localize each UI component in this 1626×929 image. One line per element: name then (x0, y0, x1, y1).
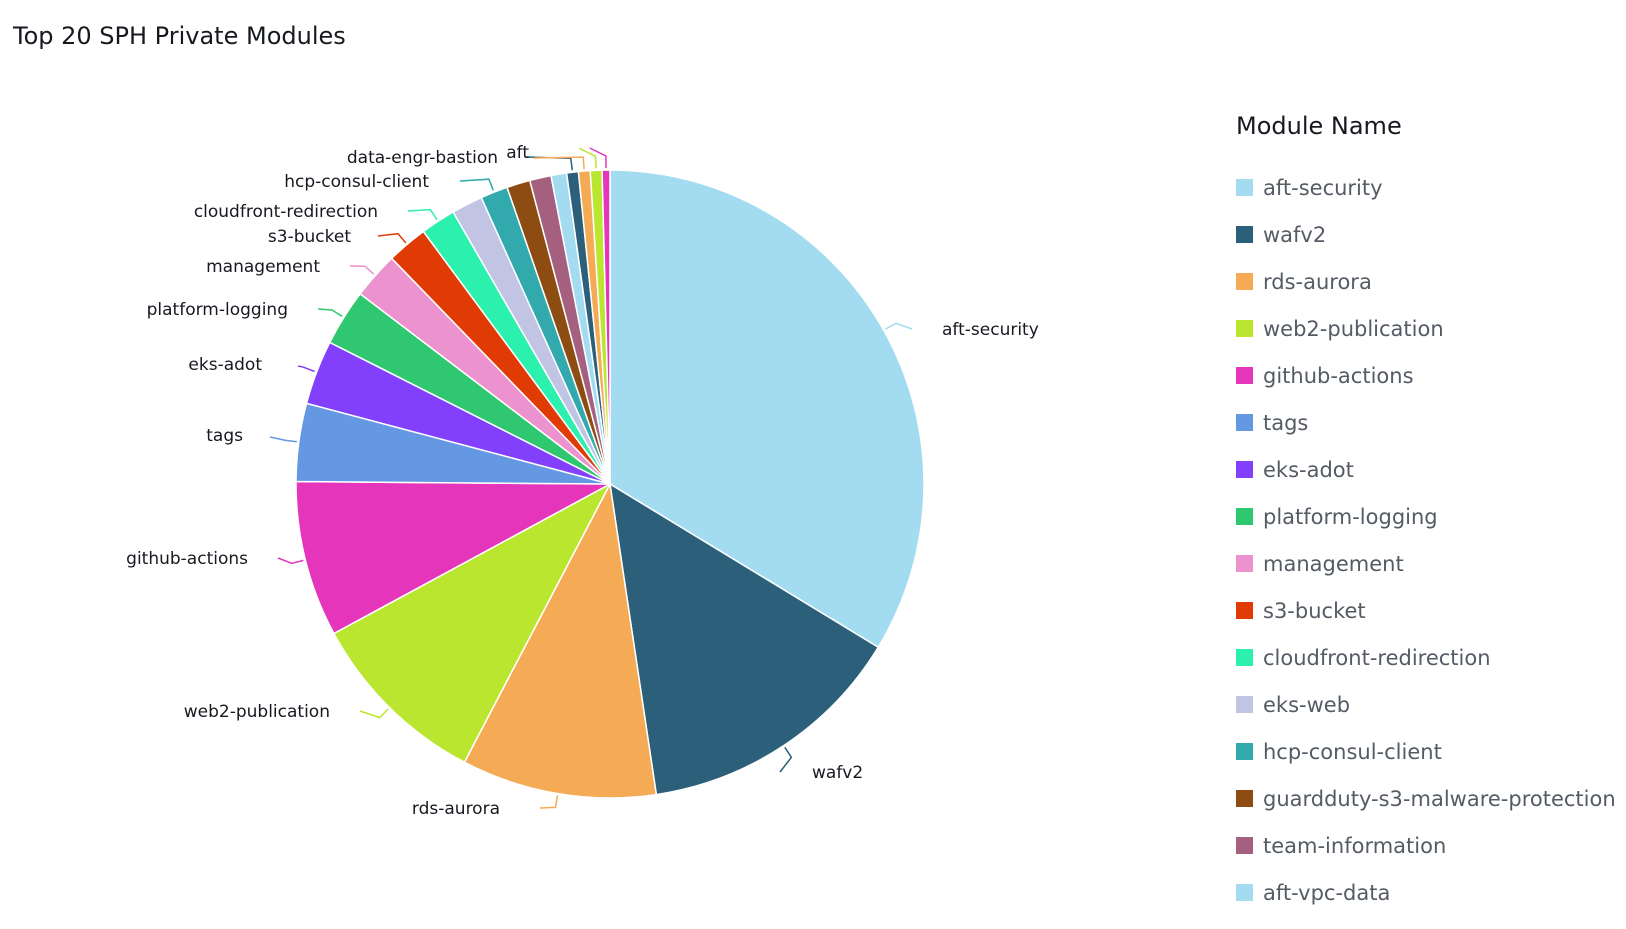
legend-item-tags[interactable]: tags (1236, 399, 1626, 446)
pie-slice-wafv2[interactable] (609, 482, 880, 796)
legend-item-github-actions[interactable]: github-actions (1236, 352, 1626, 399)
pie-slice-github-actions[interactable] (295, 480, 611, 635)
slice-label-hcp-consul-client: hcp-consul-client (284, 172, 429, 192)
legend-swatch-management (1236, 555, 1253, 572)
slice-label-platform-logging: platform-logging (147, 300, 288, 320)
chart-title: Top 20 SPH Private Modules (13, 22, 346, 50)
legend-label: rds-aurora (1263, 269, 1372, 294)
legend-swatch-tags (1236, 414, 1253, 431)
leader-line-aft-security (885, 322, 913, 330)
legend-swatch-aft-security (1236, 179, 1253, 196)
pie-chart: aft-security wafv2 rds-aurora web2-publicat… (126, 143, 1039, 819)
legend-item-management[interactable]: management (1236, 540, 1626, 587)
legend-label: guardduty-s3-malware-protection (1263, 786, 1616, 811)
slice-label-wafv2: wafv2 (812, 763, 863, 783)
legend-swatch-github-actions (1236, 367, 1253, 384)
slice-label-rds-aurora: rds-aurora (412, 799, 500, 819)
pie-slice-aft-security[interactable] (609, 169, 925, 649)
leader-line-tags (269, 436, 297, 443)
slice-label-data-engr-bastion: data-engr-bastion (347, 148, 498, 168)
legend-swatch-cloudfront-redirection (1236, 649, 1253, 666)
pie-leader-lines (269, 147, 913, 809)
legend-swatch-guardduty-s3-malware-protection (1236, 790, 1253, 807)
legend-items: aft-security wafv2 rds-aurora web2-publicat… (1236, 164, 1626, 916)
legend-swatch-eks-adot (1236, 461, 1253, 478)
slice-label-github-actions: github-actions (126, 549, 248, 569)
legend-swatch-rds-aurora (1236, 273, 1253, 290)
leader-line-platform-logging (317, 308, 343, 317)
leader-line-hcp-consul-client (459, 178, 494, 191)
slice-label-web2-publication: web2-publication (184, 702, 330, 722)
leader-line-data-engr-bastion (525, 156, 574, 171)
slice-label-aft-security: aft-security (942, 320, 1039, 340)
pie-slice-unlabeled-19[interactable] (601, 169, 611, 485)
leader-line-wafv2 (779, 746, 793, 773)
slice-label-management: management (206, 257, 320, 277)
legend-item-eks-adot[interactable]: eks-adot (1236, 446, 1626, 493)
leader-line-management (349, 265, 375, 275)
leader-line-unlabeled-19 (589, 147, 607, 169)
leader-line-eks-adot (297, 365, 315, 373)
leader-line-aft (533, 156, 585, 170)
legend-swatch-platform-logging (1236, 508, 1253, 525)
slice-label-tags: tags (206, 426, 243, 446)
slice-label-aft: aft (506, 143, 529, 163)
legend-item-team-information[interactable]: team-information (1236, 822, 1626, 869)
leader-line-s3-bucket (377, 232, 407, 244)
pie-labels: aft-security wafv2 rds-aurora web2-publicat… (126, 143, 1039, 819)
legend-label: hcp-consul-client (1263, 739, 1442, 764)
legend-label: github-actions (1263, 363, 1414, 388)
pie-slice-web2-publication[interactable] (332, 482, 612, 764)
legend-title: Module Name (1236, 112, 1402, 140)
legend-item-guardduty-s3-malware-protection[interactable]: guardduty-s3-malware-protection (1236, 775, 1626, 822)
legend-swatch-wafv2 (1236, 226, 1253, 243)
slice-label-s3-bucket: s3-bucket (268, 227, 351, 247)
legend-swatch-hcp-consul-client (1236, 743, 1253, 760)
leader-line-web2-publication (359, 708, 389, 719)
legend-label: web2-publication (1263, 316, 1444, 341)
legend-item-rds-aurora[interactable]: rds-aurora (1236, 258, 1626, 305)
slice-label-eks-adot: eks-adot (188, 355, 262, 375)
legend-swatch-web2-publication (1236, 320, 1253, 337)
legend-label: tags (1263, 410, 1309, 435)
legend-label: platform-logging (1263, 504, 1438, 529)
legend-item-hcp-consul-client[interactable]: hcp-consul-client (1236, 728, 1626, 775)
legend-item-platform-logging[interactable]: platform-logging (1236, 493, 1626, 540)
legend-swatch-eks-web (1236, 696, 1253, 713)
pie-slice-rds-aurora[interactable] (463, 481, 658, 799)
legend: Module Name aft-security wafv2 rds-aurora w… (1236, 112, 1626, 916)
legend-item-web2-publication[interactable]: web2-publication (1236, 305, 1626, 352)
legend-item-s3-bucket[interactable]: s3-bucket (1236, 587, 1626, 634)
legend-item-aft-security[interactable]: aft-security (1236, 164, 1626, 211)
legend-label: team-information (1263, 833, 1447, 858)
leader-line-cloudfront-redirection (407, 208, 438, 221)
legend-label: eks-adot (1263, 457, 1354, 482)
legend-swatch-aft-vpc-data (1236, 884, 1253, 901)
legend-label: cloudfront-redirection (1263, 645, 1491, 670)
legend-item-eks-web[interactable]: eks-web (1236, 681, 1626, 728)
legend-item-cloudfront-redirection[interactable]: cloudfront-redirection (1236, 634, 1626, 681)
legend-swatch-team-information (1236, 837, 1253, 854)
legend-item-aft-vpc-data[interactable]: aft-vpc-data (1236, 869, 1626, 916)
legend-label: management (1263, 551, 1404, 576)
leader-line-github-actions (277, 557, 304, 565)
legend-item-wafv2[interactable]: wafv2 (1236, 211, 1626, 258)
slice-label-cloudfront-redirection: cloudfront-redirection (194, 202, 378, 222)
leader-line-rds-aurora (539, 795, 559, 809)
legend-swatch-s3-bucket (1236, 602, 1253, 619)
legend-label: s3-bucket (1263, 598, 1366, 623)
leader-line-unlabeled-18 (578, 147, 597, 169)
pie-slices (295, 169, 925, 799)
legend-label: aft-security (1263, 175, 1383, 200)
legend-label: eks-web (1263, 692, 1351, 717)
legend-label: aft-vpc-data (1263, 880, 1391, 905)
legend-label: wafv2 (1263, 222, 1327, 247)
